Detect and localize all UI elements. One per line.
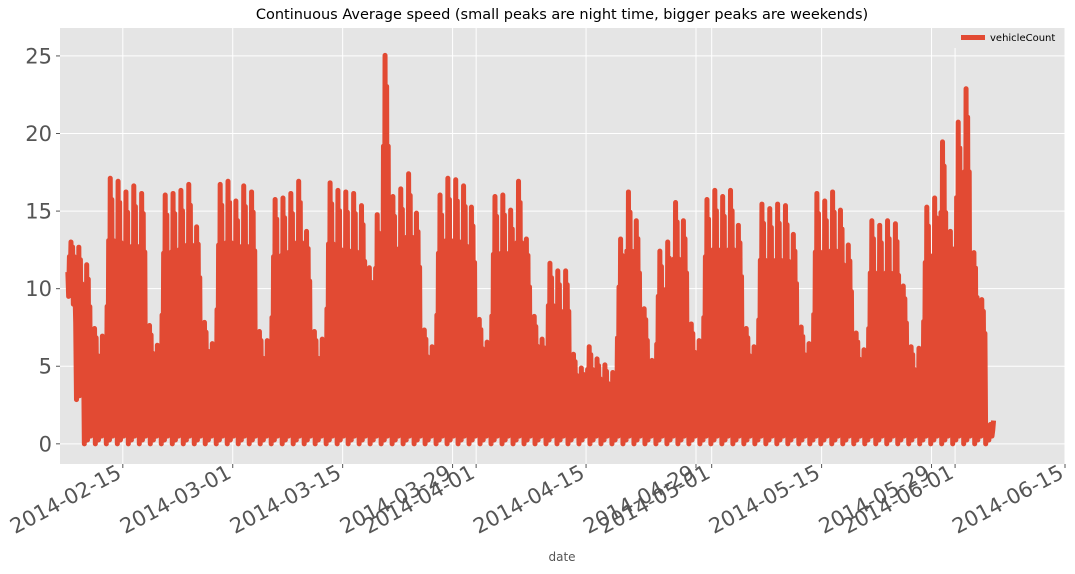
x-tick-label: 2014-03-01 (116, 460, 235, 538)
x-axis: 2014-02-152014-03-012014-03-152014-03-29… (6, 460, 1067, 538)
y-tick-label: 5 (39, 355, 52, 379)
chart-title: Continuous Average speed (small peaks ar… (256, 7, 868, 23)
x-tick-label: 2014-04-15 (469, 460, 588, 538)
x-axis-title: date (548, 550, 575, 564)
y-tick-label: 20 (25, 122, 52, 146)
series-line-vehicleCount (65, 52, 997, 447)
legend: vehicleCount (953, 28, 1061, 48)
x-tick-label: 2014-06-15 (948, 460, 1067, 538)
legend-box (953, 28, 1061, 48)
y-tick-label: 15 (25, 200, 52, 224)
y-axis: 0 5 10 15 20 25 (25, 44, 60, 456)
x-tick-label: 2014-02-15 (6, 460, 125, 538)
x-tick-label: 2014-05-15 (705, 460, 824, 538)
y-tick-label: 10 (25, 277, 52, 301)
x-tick-label: 2014-03-15 (226, 460, 345, 538)
series-layer (65, 52, 997, 447)
y-tick-label: 0 (39, 432, 52, 456)
legend-label: vehicleCount (990, 33, 1055, 44)
y-tick-label: 25 (25, 44, 52, 68)
